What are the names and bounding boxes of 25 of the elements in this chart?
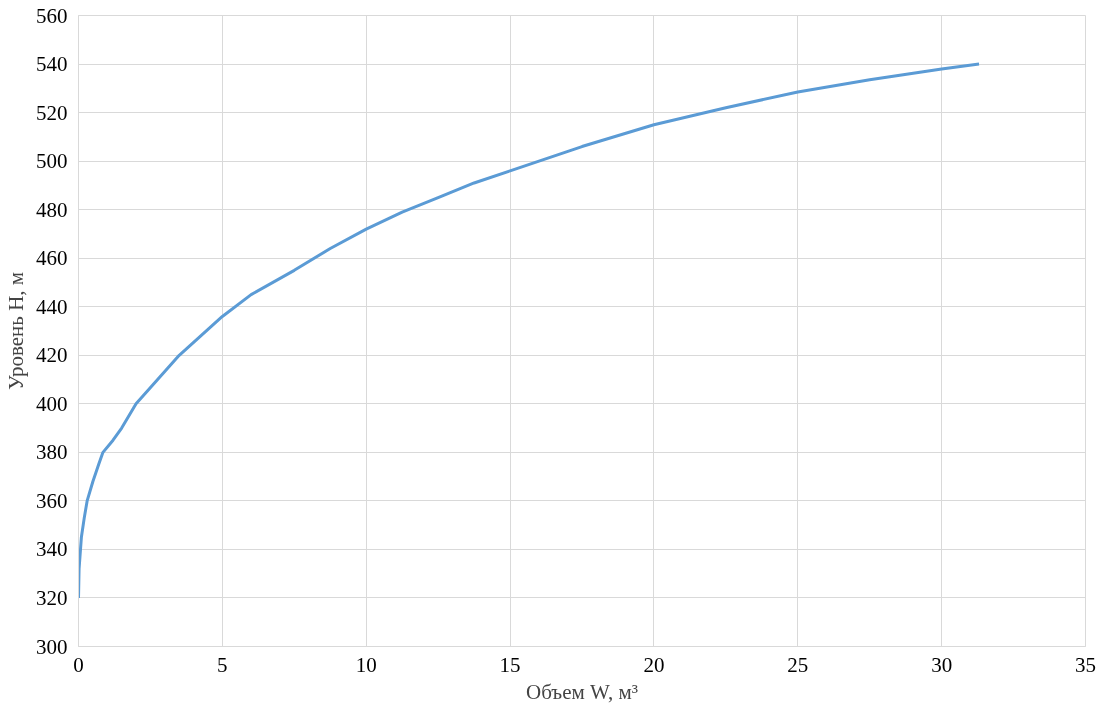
y-tick-label: 560 [36, 3, 68, 28]
x-tick-label: 20 [643, 652, 665, 677]
y-tick-label: 420 [36, 343, 68, 368]
y-tick-label: 440 [36, 294, 68, 319]
y-axis-title: Уровень H, м [4, 271, 28, 391]
y-tick-label: 360 [36, 488, 68, 513]
x-tick-label: 15 [499, 652, 521, 677]
x-axis-title: Объем W, м³ [525, 679, 639, 704]
x-tick-label: 25 [787, 652, 809, 677]
line-series [78, 62, 981, 600]
x-tick-label: 30 [931, 652, 953, 677]
y-tick-label: 340 [36, 537, 68, 562]
y-tick-label: 320 [36, 585, 68, 610]
y-tick-label: 460 [36, 246, 68, 271]
y-tick-label: 500 [36, 149, 68, 174]
y-tick-label: 480 [36, 197, 68, 222]
y-tick-label: 520 [36, 100, 68, 125]
x-tick-label: 35 [1075, 652, 1096, 677]
y-tick-label: 540 [36, 52, 68, 77]
x-tick-label: 10 [355, 652, 377, 677]
x-tick-label: 0 [73, 652, 84, 677]
y-tick-label: 400 [36, 391, 68, 416]
x-tick-label: 5 [217, 652, 228, 677]
y-tick-label: 380 [36, 440, 68, 465]
y-tick-label: 300 [36, 634, 68, 659]
